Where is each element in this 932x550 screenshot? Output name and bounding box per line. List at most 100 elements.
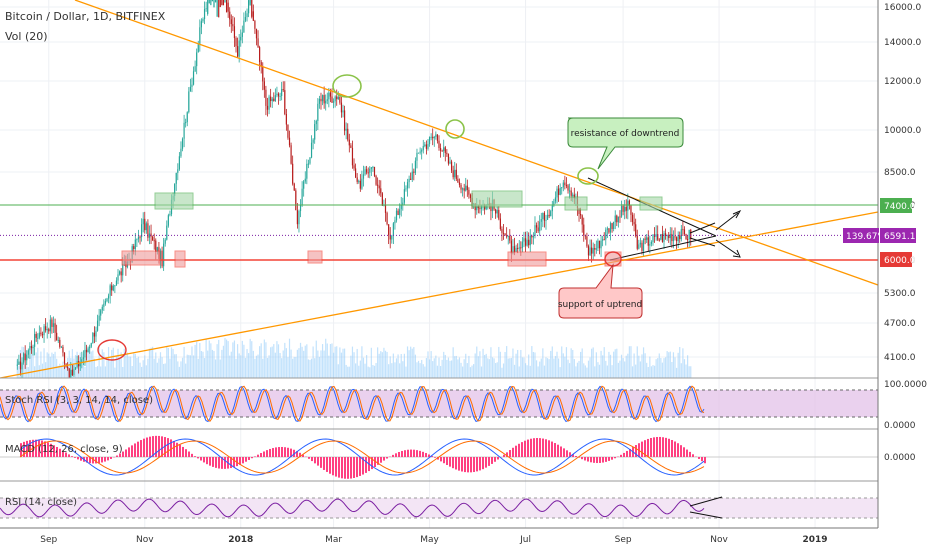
macd-hist-bar bbox=[293, 449, 295, 457]
volume-bar bbox=[221, 349, 223, 378]
candle bbox=[479, 208, 481, 210]
candle bbox=[551, 205, 553, 212]
candle bbox=[211, 0, 214, 2]
volume-bar bbox=[270, 347, 272, 378]
candle bbox=[386, 212, 388, 225]
volume-bar bbox=[248, 353, 250, 378]
candle bbox=[67, 366, 69, 369]
volume-bar bbox=[62, 361, 64, 378]
candle bbox=[506, 235, 508, 237]
candle bbox=[285, 114, 287, 125]
macd-hist-bar bbox=[539, 438, 541, 457]
volume-bar bbox=[213, 350, 215, 378]
candle bbox=[628, 200, 630, 206]
macd-hist-bar bbox=[674, 441, 676, 457]
resistance-touch-ellipse bbox=[332, 74, 362, 98]
volume-bar bbox=[572, 349, 574, 378]
candle bbox=[586, 236, 588, 247]
candle bbox=[524, 238, 527, 246]
candle bbox=[318, 98, 321, 104]
macd-hist-bar bbox=[635, 445, 637, 457]
candle bbox=[136, 239, 138, 241]
volume-bar bbox=[332, 352, 335, 378]
macd-hist-bar bbox=[497, 457, 499, 460]
macd-hist-bar bbox=[434, 457, 436, 458]
volume-bar bbox=[564, 356, 566, 378]
candle bbox=[580, 213, 582, 216]
volume-bar bbox=[384, 350, 387, 378]
macd-hist-bar bbox=[176, 442, 178, 457]
volume-bar bbox=[550, 350, 552, 378]
macd-hist-bar bbox=[380, 457, 382, 463]
candle bbox=[271, 98, 273, 102]
volume-bar bbox=[655, 359, 657, 378]
macd-hist-bar bbox=[302, 454, 304, 457]
candle bbox=[521, 241, 523, 248]
stoch-axis-top: 100.0000 bbox=[884, 380, 927, 390]
volume-bar bbox=[111, 349, 113, 378]
macd-hist-bar bbox=[416, 450, 418, 457]
resistance-callout[interactable]: resistance of downtrend bbox=[567, 117, 684, 170]
volume-bar bbox=[619, 360, 621, 378]
macd-hist-bar bbox=[596, 457, 598, 464]
macd-hist-bar bbox=[377, 457, 379, 465]
volume-bar bbox=[687, 355, 689, 378]
candle bbox=[235, 38, 237, 47]
volume-bar bbox=[568, 363, 571, 378]
volume-bar bbox=[85, 347, 88, 378]
support-callout[interactable]: support of uptrend bbox=[558, 263, 643, 319]
candle bbox=[227, 2, 229, 12]
volume-bar bbox=[370, 347, 372, 378]
candle bbox=[504, 233, 506, 236]
candle bbox=[397, 210, 399, 215]
volume-bar bbox=[301, 346, 303, 378]
volume-bar bbox=[147, 358, 149, 378]
volume-bar bbox=[167, 347, 169, 378]
macd-hist-bar bbox=[644, 440, 646, 457]
volume-bar bbox=[60, 365, 62, 378]
macd-hist-bar bbox=[335, 457, 337, 477]
macd-hist-bar bbox=[20, 443, 22, 457]
volume-bar bbox=[126, 352, 129, 378]
candle bbox=[589, 247, 591, 256]
volume-bar bbox=[609, 354, 612, 378]
volume-bar bbox=[125, 354, 127, 378]
macd-label: MACD (12, 26, close, 9) bbox=[5, 444, 123, 455]
candle bbox=[293, 183, 295, 191]
volume-bar bbox=[493, 358, 495, 378]
volume-bar bbox=[611, 365, 613, 378]
candle bbox=[425, 144, 428, 149]
macd-hist-bar bbox=[137, 441, 139, 457]
volume-bar bbox=[45, 362, 47, 378]
macd-hist-bar bbox=[242, 457, 244, 464]
price-tag-7400: 7400.0 bbox=[880, 198, 916, 213]
candle bbox=[265, 89, 267, 106]
volume-bar bbox=[129, 356, 132, 378]
macd-hist-bar bbox=[143, 438, 145, 457]
candle bbox=[559, 187, 561, 195]
candle bbox=[455, 169, 457, 179]
candle bbox=[669, 233, 671, 239]
candle bbox=[321, 95, 324, 102]
volume-bar bbox=[680, 363, 682, 378]
candle bbox=[432, 136, 434, 139]
volume-bar bbox=[515, 353, 517, 378]
candle bbox=[682, 229, 684, 231]
volume-bar bbox=[161, 357, 163, 378]
macd-hist-bar bbox=[647, 438, 649, 457]
candle bbox=[495, 209, 497, 214]
volume-bar bbox=[260, 343, 262, 378]
volume-bar bbox=[136, 357, 138, 378]
macd-hist-bar bbox=[152, 436, 154, 457]
candle bbox=[224, 0, 226, 3]
volume-bar bbox=[312, 346, 314, 378]
candle bbox=[156, 247, 158, 253]
macd-hist-bar bbox=[545, 439, 547, 457]
volume-bar bbox=[266, 357, 269, 378]
candle bbox=[436, 134, 439, 141]
volume-bar bbox=[219, 359, 221, 378]
stoch-axis-bottom: 0.0000 bbox=[884, 421, 916, 431]
volume-bar bbox=[334, 346, 336, 378]
macd-hist-bar bbox=[440, 457, 442, 462]
